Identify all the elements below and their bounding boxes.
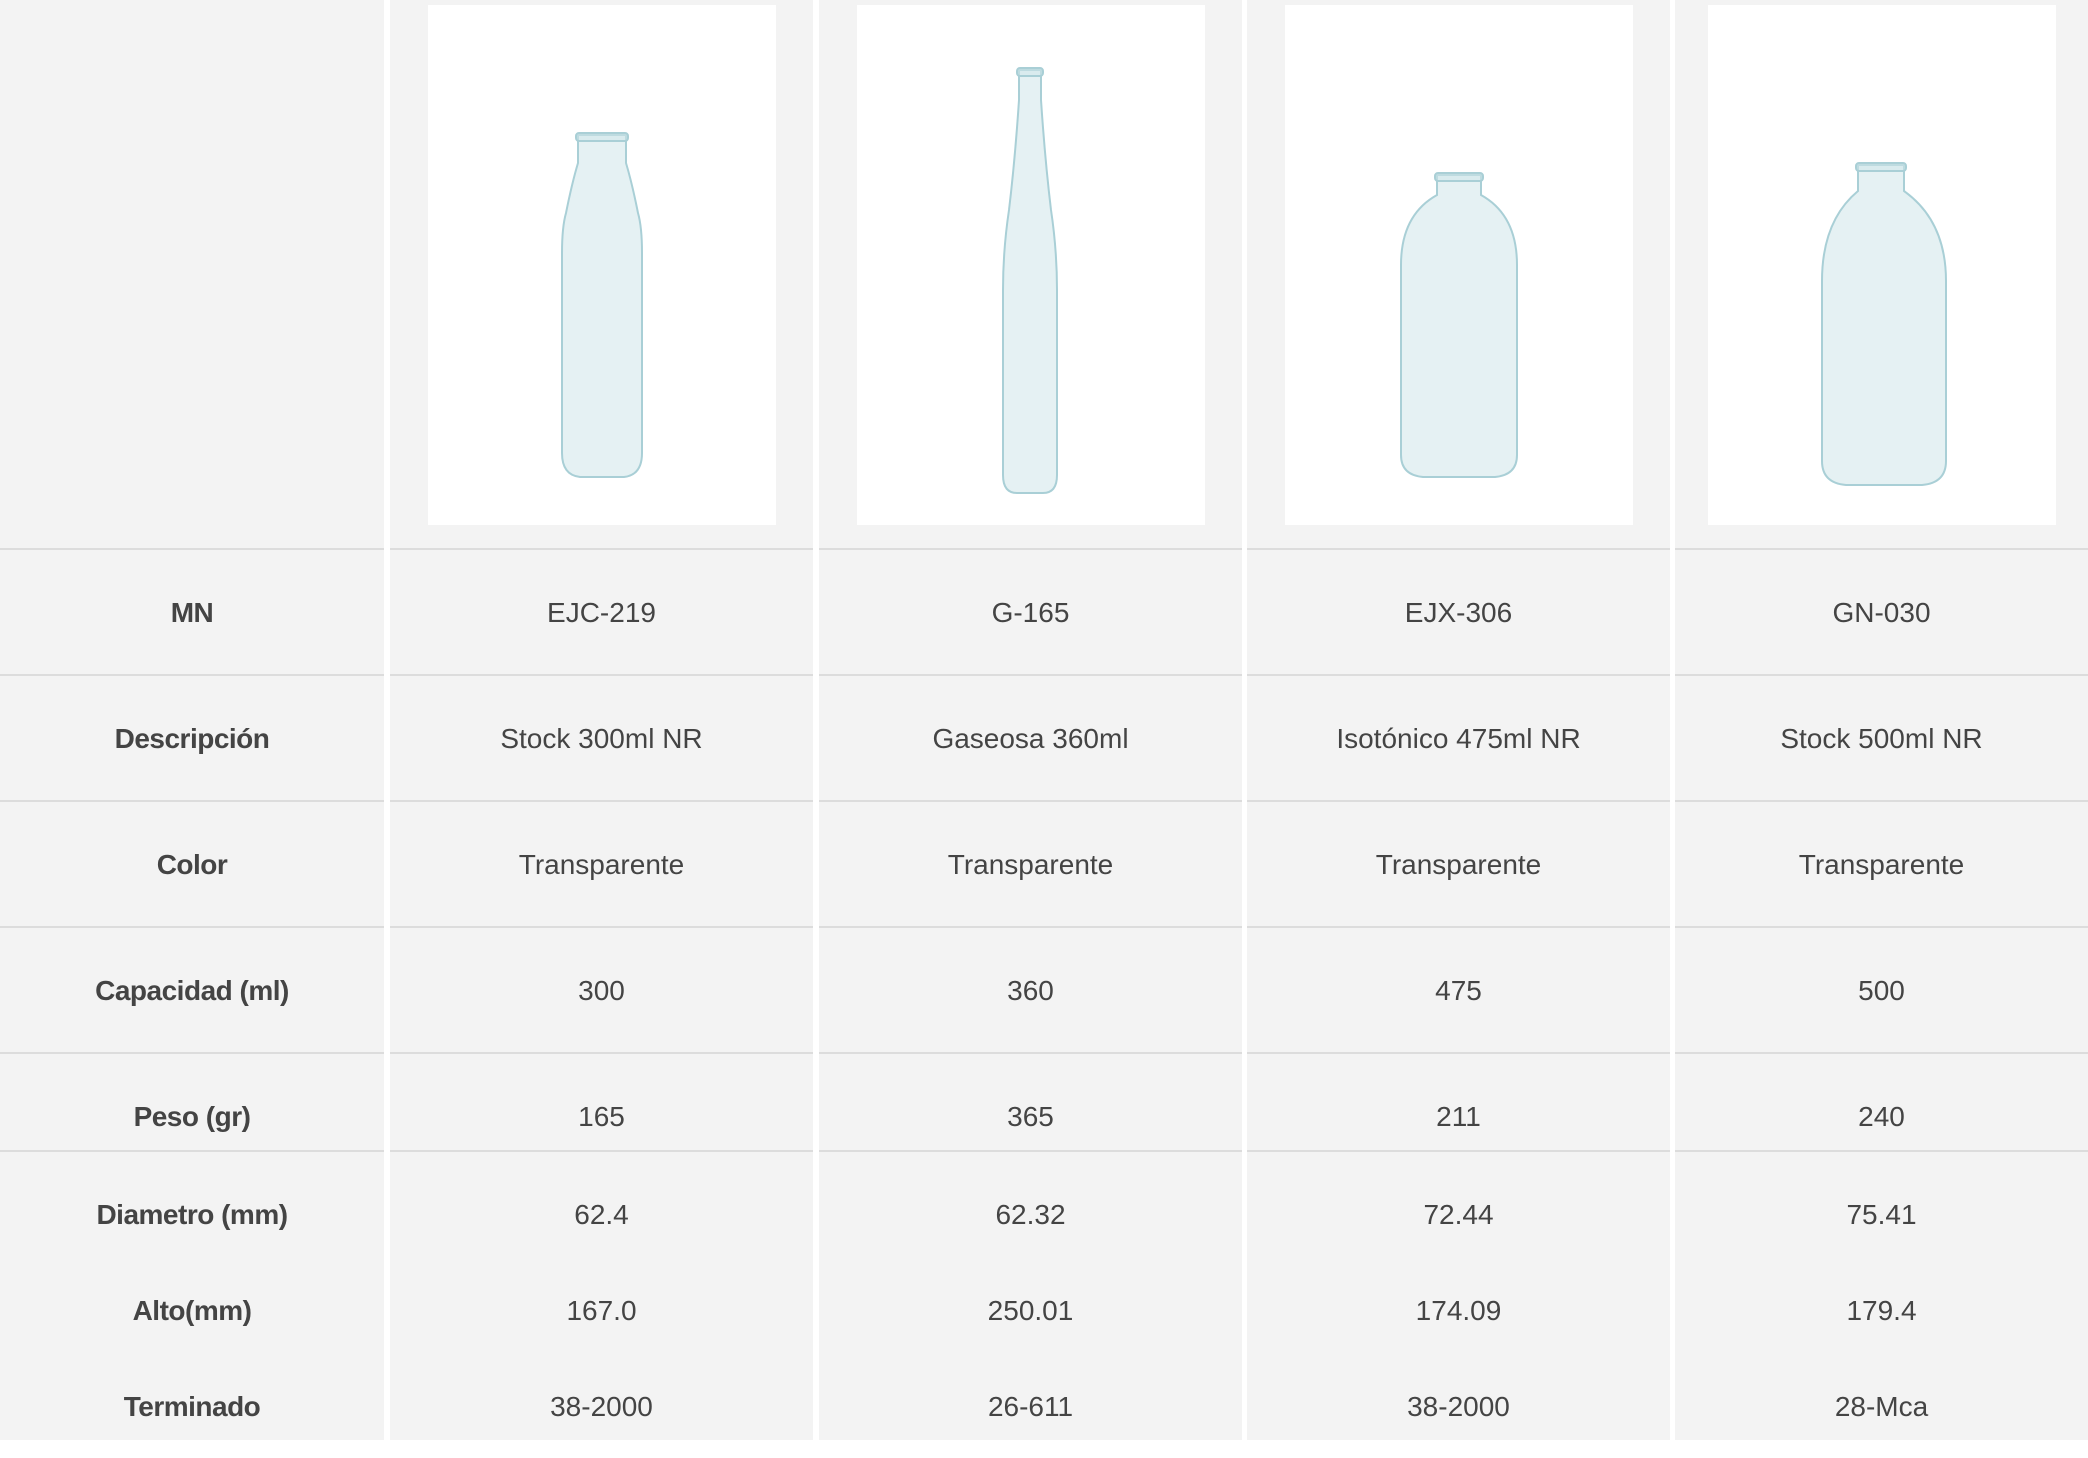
label-column: MN Descripción Color Capacidad (ml) Peso…	[0, 0, 384, 1440]
product-column: EJX-306 Isotónico 475ml NR Transparente 475…	[1247, 0, 1670, 1440]
cell-peso: 165	[578, 1101, 625, 1132]
bottle-icon	[1820, 162, 1947, 486]
product-image-bottle-stock-500ml[interactable]	[1707, 5, 2056, 525]
bottle-icon	[1001, 67, 1058, 494]
row-divider	[819, 1150, 1242, 1152]
row-divider	[0, 800, 384, 802]
cell-color: Transparente	[1375, 849, 1542, 880]
row-divider	[819, 548, 1242, 550]
cell-terminado: 38-2000	[550, 1391, 653, 1422]
row-divider	[390, 1150, 813, 1152]
label-diametro: Diametro (mm)	[96, 1199, 288, 1230]
label-descripcion: Descripción	[114, 723, 270, 754]
product-column: G-165 Gaseosa 360ml Transparente 360 365 62.3…	[819, 0, 1242, 1440]
product-image-bottle-isotonico-475ml[interactable]	[1284, 5, 1633, 525]
cell-color: Transparente	[947, 849, 1114, 880]
cell-alto: 179.4	[1846, 1295, 1917, 1326]
row-divider	[819, 1052, 1242, 1054]
product-image-bottle-stock-300ml[interactable]	[427, 5, 776, 525]
bottle-icon	[1399, 172, 1518, 478]
row-divider	[1675, 926, 2088, 928]
label-peso: Peso (gr)	[133, 1101, 251, 1132]
cell-descripcion: Gaseosa 360ml	[932, 723, 1129, 754]
cell-terminado: 26-611	[987, 1391, 1074, 1422]
cell-diametro: 62.32	[995, 1199, 1066, 1230]
cell-terminado: 38-2000	[1407, 1391, 1510, 1422]
product-column: GN-030 Stock 500ml NR Transparente 500 240 75…	[1675, 0, 2088, 1440]
bottle-icon	[560, 132, 643, 478]
cell-terminado: 28-Mca	[1834, 1391, 1929, 1422]
cell-alto: 250.01	[987, 1295, 1074, 1326]
label-mn: MN	[170, 597, 214, 628]
row-divider	[1247, 926, 1670, 928]
row-divider	[0, 1150, 384, 1152]
cell-peso: 211	[1436, 1101, 1481, 1132]
cell-capacidad: 300	[578, 975, 625, 1006]
cell-mn: EJC-219	[547, 597, 656, 628]
row-divider	[1675, 674, 2088, 676]
cell-mn: G-165	[991, 597, 1070, 628]
row-divider	[0, 926, 384, 928]
cell-descripcion: Isotónico 475ml NR	[1336, 723, 1581, 754]
label-color: Color	[156, 849, 228, 880]
cell-alto: 167.0	[566, 1295, 637, 1326]
cell-descripcion: Stock 300ml NR	[500, 723, 703, 754]
cell-peso: 365	[1007, 1101, 1054, 1132]
row-divider	[819, 674, 1242, 676]
row-divider	[1675, 800, 2088, 802]
cell-diametro: 72.44	[1423, 1199, 1494, 1230]
product-column: EJC-219 Stock 300ml NR Transparente 300 165 6…	[390, 0, 813, 1440]
cell-color: Transparente	[518, 849, 685, 880]
cell-color: Transparente	[1798, 849, 1965, 880]
label-alto: Alto(mm)	[132, 1295, 252, 1326]
row-divider	[390, 674, 813, 676]
row-divider	[1247, 800, 1670, 802]
cell-peso: 240	[1858, 1101, 1905, 1132]
row-divider	[390, 800, 813, 802]
row-divider	[0, 674, 384, 676]
cell-mn: GN-030	[1832, 597, 1931, 628]
cell-descripcion: Stock 500ml NR	[1780, 723, 1983, 754]
row-divider	[1247, 1052, 1670, 1054]
row-divider	[1675, 1150, 2088, 1152]
row-divider	[819, 926, 1242, 928]
label-terminado: Terminado	[123, 1391, 261, 1422]
row-divider	[1247, 674, 1670, 676]
row-divider	[1247, 548, 1670, 550]
label-capacidad: Capacidad (ml)	[95, 975, 289, 1006]
cell-diametro: 75.41	[1846, 1199, 1917, 1230]
cell-diametro: 62.4	[574, 1199, 629, 1230]
row-divider	[819, 800, 1242, 802]
row-divider	[0, 1052, 384, 1054]
row-divider	[390, 1052, 813, 1054]
row-divider	[0, 548, 384, 550]
product-image-bottle-gaseosa-360ml[interactable]	[856, 5, 1205, 525]
cell-mn: EJX-306	[1404, 597, 1513, 628]
row-divider	[390, 548, 813, 550]
row-divider	[1675, 548, 2088, 550]
cell-alto: 174.09	[1415, 1295, 1502, 1326]
row-divider	[1247, 1150, 1670, 1152]
cell-capacidad: 475	[1435, 975, 1482, 1006]
row-divider	[1675, 1052, 2088, 1054]
cell-capacidad: 500	[1858, 975, 1905, 1006]
row-divider	[390, 926, 813, 928]
cell-capacidad: 360	[1007, 975, 1054, 1006]
